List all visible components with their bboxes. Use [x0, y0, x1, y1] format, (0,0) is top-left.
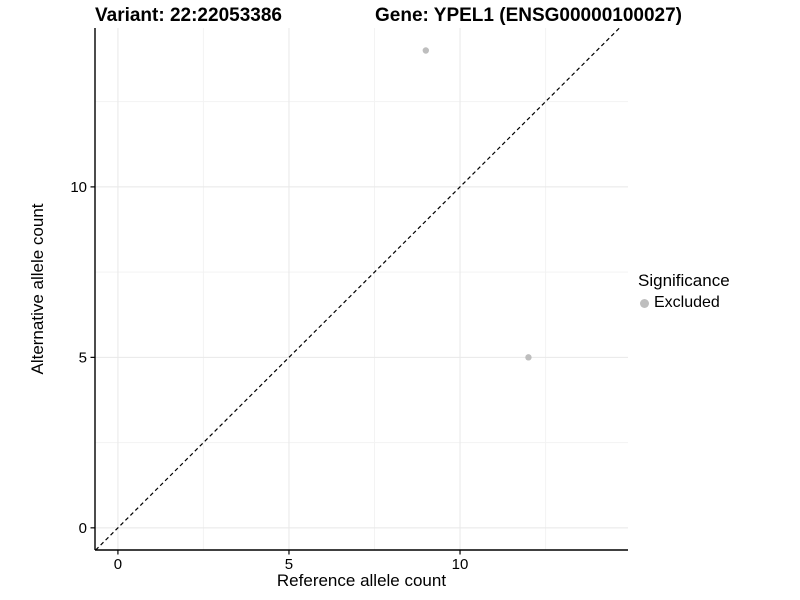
legend: Significance Excluded: [638, 271, 730, 312]
y-tick-label: 5: [79, 349, 87, 366]
x-tick-label: 5: [285, 556, 293, 573]
y-axis-title: Alternative allele count: [28, 203, 47, 375]
legend-item-label: Excluded: [654, 294, 720, 311]
x-axis-title: Reference allele count: [276, 571, 447, 590]
identity-reference-line: [95, 27, 620, 551]
y-tick-label: 0: [79, 520, 87, 537]
data-point: [525, 354, 532, 361]
gene-title: Gene: YPEL1 (ENSG00000100027): [375, 5, 682, 26]
legend-title: Significance: [638, 271, 730, 290]
excluded-point-swatch: [640, 298, 649, 308]
data-point: [422, 47, 430, 54]
x-tick-label: 10: [452, 556, 469, 573]
y-tick-label: 10: [70, 179, 87, 196]
legend-item-excluded: Excluded: [640, 294, 730, 312]
x-tick-label: 0: [114, 556, 122, 573]
variant-title: Variant: 22:22053386: [95, 5, 282, 26]
